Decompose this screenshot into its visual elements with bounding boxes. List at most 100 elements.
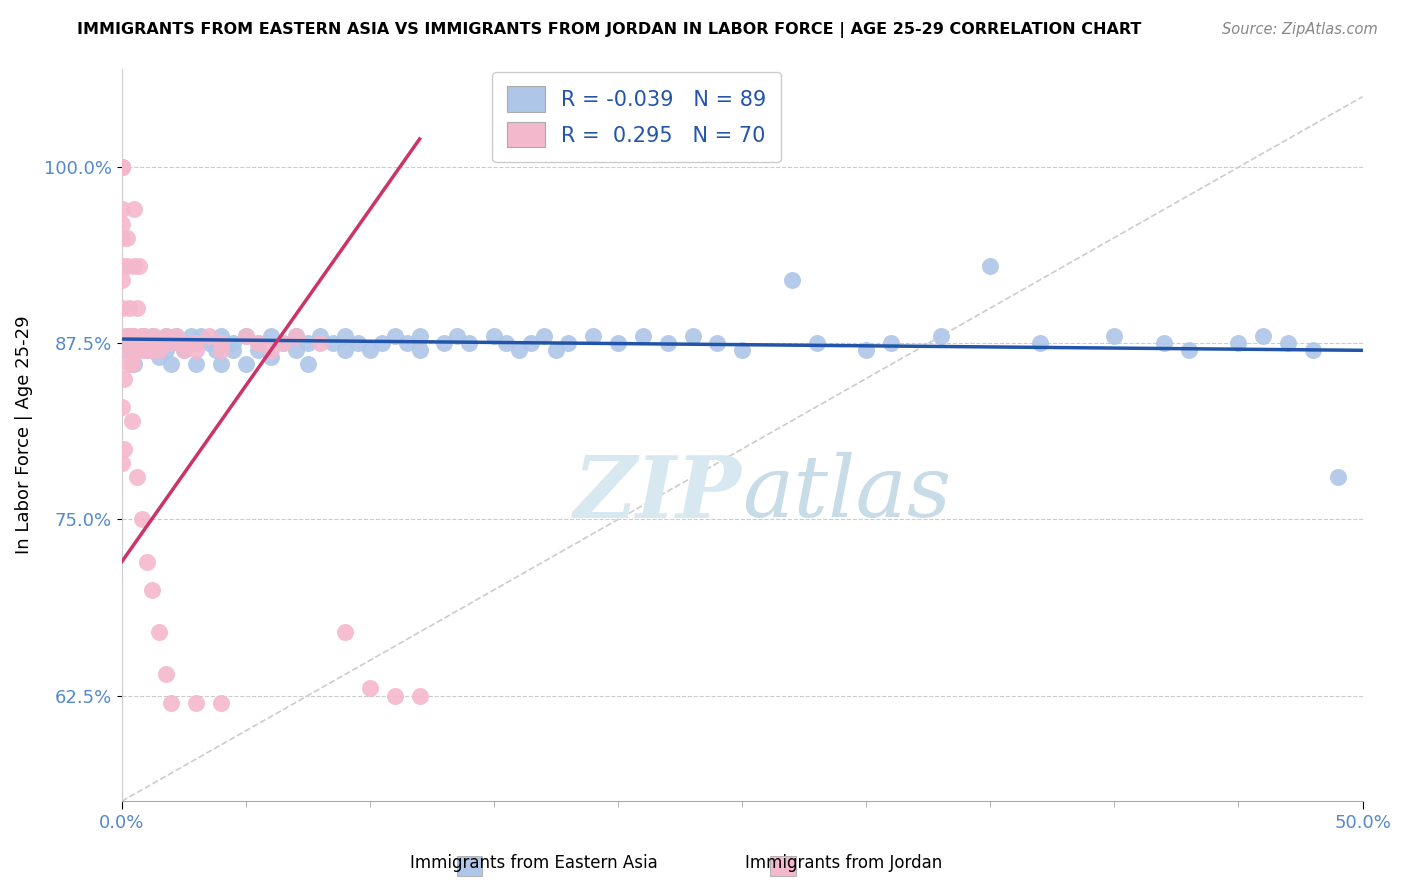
Point xyxy=(135,343,157,358)
Point xyxy=(520,336,543,351)
Point xyxy=(111,259,134,273)
Point xyxy=(155,343,177,358)
Point xyxy=(209,696,232,710)
Point xyxy=(682,329,704,343)
Point xyxy=(173,336,195,351)
Point xyxy=(247,336,270,351)
Point xyxy=(180,329,202,343)
Point xyxy=(111,456,134,470)
Point xyxy=(186,696,208,710)
Point xyxy=(495,336,517,351)
Point xyxy=(134,336,156,351)
Point xyxy=(148,336,170,351)
Text: Immigrants from Eastern Asia: Immigrants from Eastern Asia xyxy=(411,855,658,872)
Point xyxy=(111,160,134,174)
Point xyxy=(309,329,332,343)
Point xyxy=(235,358,257,372)
Point xyxy=(111,400,134,414)
Point xyxy=(433,336,456,351)
Y-axis label: In Labor Force | Age 25-29: In Labor Force | Age 25-29 xyxy=(15,316,32,554)
Point xyxy=(186,343,208,358)
Point xyxy=(533,329,555,343)
Point xyxy=(929,329,952,343)
Point xyxy=(1029,336,1052,351)
Point xyxy=(1178,343,1201,358)
Point xyxy=(121,329,143,343)
Point xyxy=(134,329,156,343)
Point xyxy=(111,202,134,217)
Point xyxy=(222,343,245,358)
Point xyxy=(122,336,145,351)
Point xyxy=(1153,336,1175,351)
Point xyxy=(371,336,394,351)
Point xyxy=(482,329,505,343)
Point xyxy=(855,343,877,358)
Point xyxy=(143,336,166,351)
Point xyxy=(122,259,145,273)
Point xyxy=(155,329,177,343)
Point xyxy=(160,696,183,710)
Point xyxy=(260,329,283,343)
Point xyxy=(408,343,430,358)
Point xyxy=(165,329,187,343)
Point xyxy=(128,343,150,358)
Text: atlas: atlas xyxy=(742,452,952,535)
Point xyxy=(309,336,332,351)
Point xyxy=(143,329,166,343)
Point xyxy=(160,358,183,372)
Point xyxy=(138,336,160,351)
Point xyxy=(148,336,170,351)
Point xyxy=(122,329,145,343)
Legend: R = -0.039   N = 89, R =  0.295   N = 70: R = -0.039 N = 89, R = 0.295 N = 70 xyxy=(492,71,780,162)
Point xyxy=(582,329,605,343)
Point xyxy=(111,343,134,358)
Point xyxy=(1253,329,1275,343)
Point xyxy=(111,273,134,287)
Point xyxy=(607,336,630,351)
Point xyxy=(125,343,148,358)
Point xyxy=(115,259,138,273)
Point xyxy=(173,336,195,351)
Point xyxy=(160,336,183,351)
Point xyxy=(546,343,568,358)
Point xyxy=(297,336,319,351)
Point xyxy=(111,301,134,315)
Point xyxy=(186,336,208,351)
Point xyxy=(186,336,208,351)
Point xyxy=(131,512,153,526)
Point xyxy=(222,336,245,351)
Point xyxy=(271,336,294,351)
Point xyxy=(125,336,148,351)
Point xyxy=(384,689,406,703)
Point xyxy=(247,343,270,358)
Point xyxy=(173,343,195,358)
Point xyxy=(112,371,135,385)
Point xyxy=(134,329,156,343)
Point xyxy=(260,351,283,365)
Point xyxy=(408,689,430,703)
Point xyxy=(205,343,228,358)
Point xyxy=(557,336,579,351)
Point xyxy=(111,230,134,244)
Point xyxy=(508,343,530,358)
Point xyxy=(780,273,803,287)
Point xyxy=(128,343,150,358)
Point xyxy=(1302,343,1324,358)
Text: Immigrants from Jordan: Immigrants from Jordan xyxy=(745,855,942,872)
Point xyxy=(155,329,177,343)
Point xyxy=(880,336,903,351)
Point xyxy=(112,442,135,456)
Point xyxy=(384,329,406,343)
Point xyxy=(631,329,654,343)
Point xyxy=(297,358,319,372)
Point xyxy=(260,343,283,358)
Point xyxy=(197,336,219,351)
Text: ZIP: ZIP xyxy=(574,451,742,535)
Point xyxy=(115,329,138,343)
Point xyxy=(121,414,143,428)
Point xyxy=(446,329,468,343)
Point xyxy=(186,358,208,372)
Point xyxy=(118,336,141,351)
Text: Source: ZipAtlas.com: Source: ZipAtlas.com xyxy=(1222,22,1378,37)
Point xyxy=(122,202,145,217)
